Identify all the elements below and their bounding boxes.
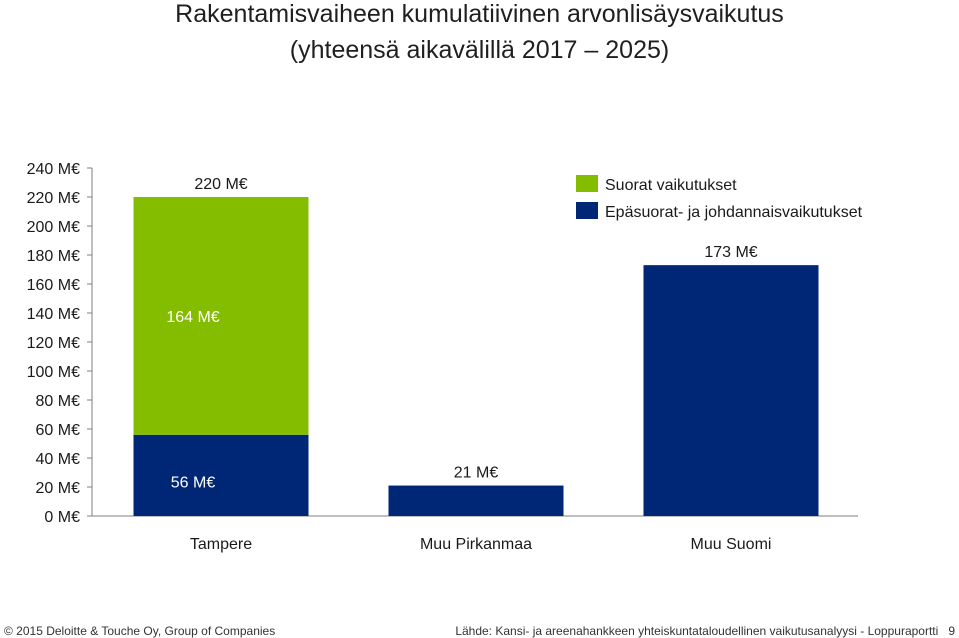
legend-swatch (576, 202, 598, 219)
y-tick-label: 160 M€ (27, 277, 80, 294)
x-tick-label: Muu Pirkanmaa (420, 536, 532, 553)
y-tick-label: 60 M€ (36, 422, 81, 439)
total-label: 21 M€ (454, 465, 499, 482)
y-tick-label: 0 M€ (44, 509, 80, 526)
legend-swatch (576, 175, 598, 192)
y-tick-label: 220 M€ (27, 190, 80, 207)
x-tick-label: Tampere (190, 536, 252, 553)
bar-segment (133, 434, 309, 516)
copyright-text: © 2015 Deloitte & Touche Oy, Group of Co… (4, 624, 276, 638)
data-label: 56 M€ (171, 474, 216, 491)
bar-segment (643, 265, 819, 516)
y-tick-label: 180 M€ (27, 248, 80, 265)
legend-label: Epäsuorat- ja johdannaisvaikutukset (605, 204, 863, 221)
x-tick-label: Muu Suomi (691, 536, 772, 553)
source-label: Lähde: Kansi- ja areenahankkeen yhteisku… (455, 624, 939, 638)
y-tick-label: 140 M€ (27, 306, 80, 323)
y-tick-label: 120 M€ (27, 335, 80, 352)
legend-label: Suorat vaikutukset (605, 177, 737, 194)
source-text: Lähde: Kansi- ja areenahankkeen yhteisku… (455, 624, 955, 638)
page-number: 9 (948, 624, 955, 638)
stacked-bar-chart: 0 M€ 20 M€ 40 M€ 60 M€ 80 M€ 100 M€ 120 M€ 140 … (27, 161, 863, 553)
y-tick-label: 20 M€ (36, 480, 81, 497)
y-tick-label: 240 M€ (27, 161, 80, 178)
bar-segment (388, 485, 564, 516)
chart-title: Rakentamisvaiheen kumulatiivinen arvonli… (175, 0, 784, 28)
y-tick-label: 100 M€ (27, 364, 80, 381)
y-tick-label: 40 M€ (36, 451, 81, 468)
bar-segment (133, 197, 309, 435)
y-tick-label: 200 M€ (27, 219, 80, 236)
total-label: 173 M€ (704, 244, 757, 261)
chart-subtitle: (yhteensä aikavälillä 2017 – 2025) (289, 36, 670, 64)
y-tick-label: 80 M€ (36, 393, 81, 410)
total-label: 220 M€ (194, 176, 247, 193)
data-label: 164 M€ (166, 309, 219, 326)
